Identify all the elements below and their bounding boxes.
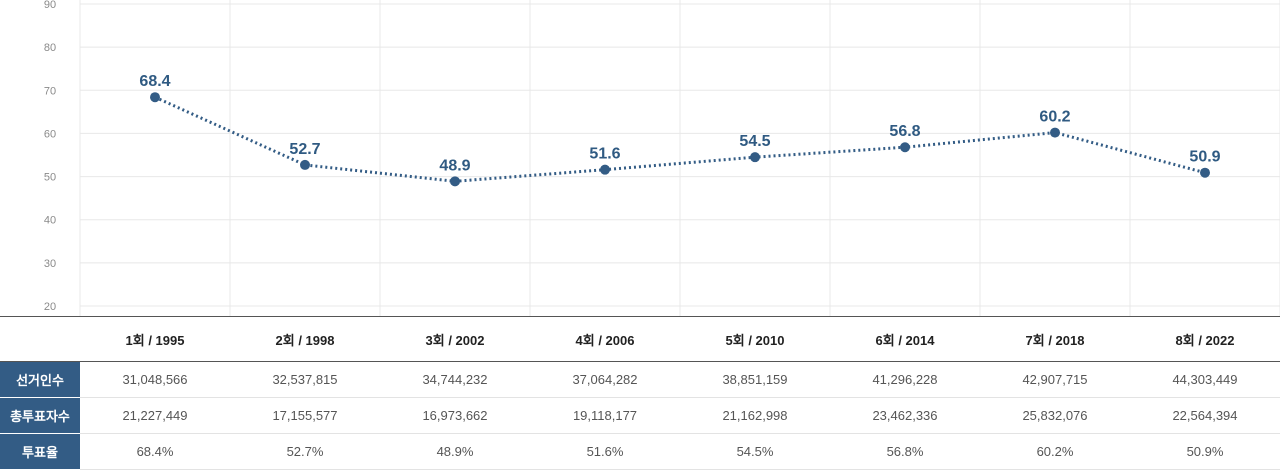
data-label: 68.4 <box>139 73 170 90</box>
series-line <box>154 95 1206 183</box>
header-cell: 3회 / 2002 <box>380 316 530 362</box>
data-point <box>600 164 610 175</box>
table-cell: 16,973,662 <box>380 397 530 434</box>
table-cell: 54.5% <box>680 433 830 470</box>
data-point <box>900 142 910 153</box>
table-cell: 19,118,177 <box>530 397 680 434</box>
header-cell: 5회 / 2010 <box>680 316 830 362</box>
y-tick-label: 80 <box>44 42 56 54</box>
row-header-total-voters: 총투표자수 <box>0 397 80 434</box>
table-cell: 31,048,566 <box>80 361 230 398</box>
table-cell: 17,155,577 <box>230 397 380 434</box>
table-cell: 21,162,998 <box>680 397 830 434</box>
table-corner-cell <box>0 316 80 362</box>
table-cell: 34,744,232 <box>380 361 530 398</box>
table-cell: 44,303,449 <box>1130 361 1280 398</box>
header-cell: 4회 / 2006 <box>530 316 680 362</box>
y-tick-label: 50 <box>44 172 56 184</box>
data-label: 50.9 <box>1189 149 1220 166</box>
table-cell: 68.4% <box>80 433 230 470</box>
data-label: 52.7 <box>289 141 320 158</box>
table-cell: 38,851,159 <box>680 361 830 398</box>
table-cell: 23,462,336 <box>830 397 980 434</box>
turnout-chart: 90 80 70 60 50 40 30 20 68.4 52.7 48.9 51.6 54.5 56.8… <box>44 0 1280 316</box>
table-cell: 42,907,715 <box>980 361 1130 398</box>
data-point <box>1050 127 1060 138</box>
header-cell: 2회 / 1998 <box>230 316 380 362</box>
line-chart-svg: 90 80 70 60 50 40 30 20 68.4 52.7 48.9 51.6 54.5 56.8… <box>44 0 1280 316</box>
header-cell: 8회 / 2022 <box>1130 316 1280 362</box>
table-cell: 32,537,815 <box>230 361 380 398</box>
y-tick-label: 40 <box>44 215 56 227</box>
election-data-table: 1회 / 1995 2회 / 1998 3회 / 2002 4회 / 2006 … <box>0 316 1280 470</box>
table-cell: 52.7% <box>230 433 380 470</box>
data-point <box>300 159 310 170</box>
data-point <box>1200 167 1210 178</box>
data-point <box>150 92 160 103</box>
table-cell: 56.8% <box>830 433 980 470</box>
header-cell: 1회 / 1995 <box>80 316 230 362</box>
data-point <box>450 176 460 187</box>
y-tick-label: 70 <box>44 85 56 97</box>
table-cell: 48.9% <box>380 433 530 470</box>
table-cell: 50.9% <box>1130 433 1280 470</box>
table-row-total-voters: 총투표자수 21,227,449 17,155,577 16,973,662 1… <box>0 397 1280 434</box>
table-cell: 37,064,282 <box>530 361 680 398</box>
header-cell: 7회 / 2018 <box>980 316 1130 362</box>
table-cell: 21,227,449 <box>80 397 230 434</box>
data-label: 51.6 <box>589 146 620 163</box>
table-cell: 41,296,228 <box>830 361 980 398</box>
row-header-turnout: 투표율 <box>0 433 80 470</box>
y-tick-label: 20 <box>44 301 56 313</box>
header-cell: 6회 / 2014 <box>830 316 980 362</box>
table-row-turnout: 투표율 68.4% 52.7% 48.9% 51.6% 54.5% 56.8% … <box>0 433 1280 470</box>
row-header-electors: 선거인수 <box>0 361 80 398</box>
data-label: 54.5 <box>739 133 770 150</box>
y-tick-label: 90 <box>44 0 56 11</box>
data-label: 48.9 <box>439 157 470 174</box>
table-header-row: 1회 / 1995 2회 / 1998 3회 / 2002 4회 / 2006 … <box>0 316 1280 362</box>
y-tick-label: 60 <box>44 128 56 140</box>
data-label: 60.2 <box>1039 109 1070 126</box>
table-row-electors: 선거인수 31,048,566 32,537,815 34,744,232 37… <box>0 361 1280 398</box>
data-label: 56.8 <box>889 123 920 140</box>
table-cell: 51.6% <box>530 433 680 470</box>
table-cell: 25,832,076 <box>980 397 1130 434</box>
data-point <box>750 152 760 163</box>
y-tick-label: 30 <box>44 258 56 270</box>
table-cell: 22,564,394 <box>1130 397 1280 434</box>
table-cell: 60.2% <box>980 433 1130 470</box>
